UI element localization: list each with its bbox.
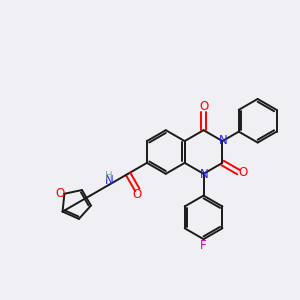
Text: F: F: [200, 238, 207, 252]
Text: O: O: [199, 100, 208, 113]
Text: N: N: [200, 168, 209, 181]
Text: N: N: [105, 174, 113, 187]
Text: N: N: [219, 134, 228, 147]
Text: O: O: [239, 166, 248, 178]
Text: O: O: [133, 188, 142, 201]
Text: H: H: [105, 171, 113, 181]
Text: O: O: [56, 187, 65, 200]
